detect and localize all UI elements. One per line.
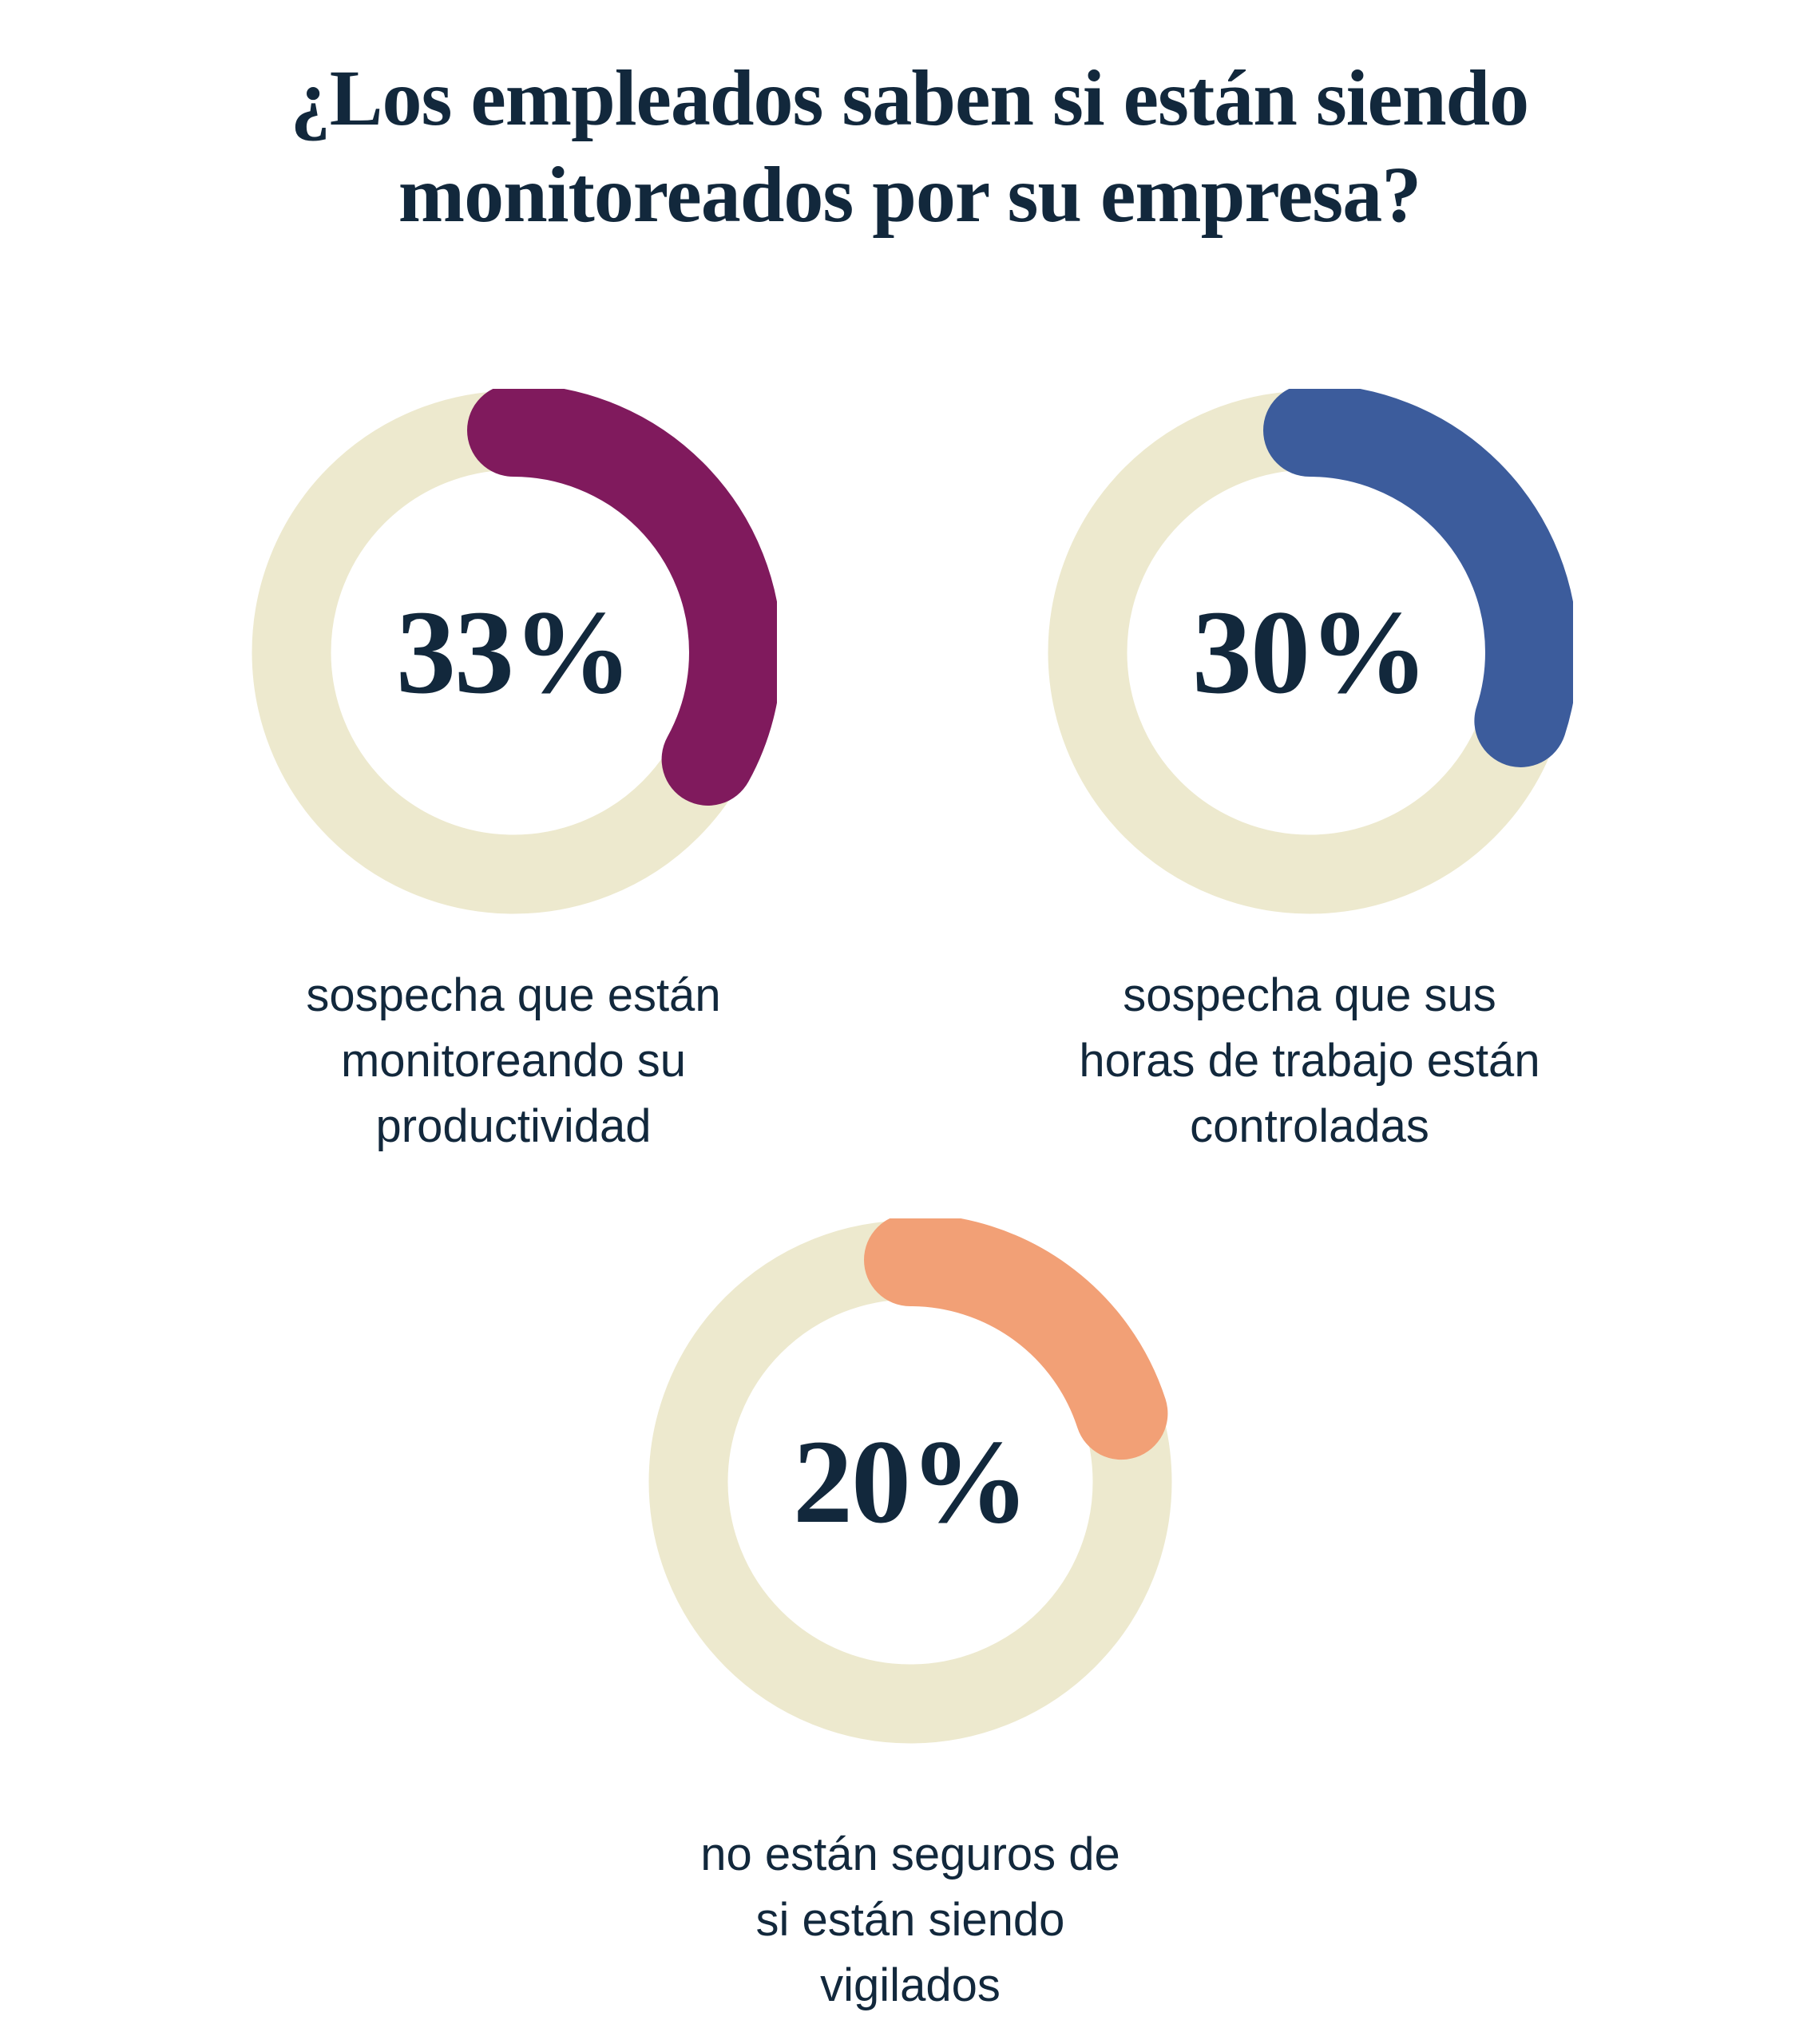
page-title: ¿Los empleados saben si están siendo mon… xyxy=(0,50,1819,243)
donut-value-label: 20% xyxy=(793,1416,1029,1548)
donut-value-arc xyxy=(647,1218,1174,1745)
donut-value-arc xyxy=(1046,389,1573,916)
caption-line: sospecha que están xyxy=(306,969,721,1021)
donut-chart-vigilados: 20% xyxy=(647,1218,1174,1745)
donut-svg xyxy=(647,1218,1174,1745)
donut-caption-vigilados: no están seguros de si están siendo vigi… xyxy=(631,1822,1190,2018)
donut-value-label: 33% xyxy=(396,586,632,719)
caption-line: controladas xyxy=(1190,1100,1429,1152)
page-title-line-1: ¿Los empleados saben si están siendo xyxy=(290,53,1529,142)
caption-line: horas de trabajo están xyxy=(1079,1035,1540,1087)
donut-value-label: 30% xyxy=(1192,586,1429,719)
donut-value-arc xyxy=(250,389,777,916)
page-title-line-2: monitoreados por su empresa? xyxy=(398,150,1421,239)
donut-chart-productividad: 33% xyxy=(250,389,777,916)
donut-svg xyxy=(250,389,777,916)
caption-line: si están siendo xyxy=(755,1894,1065,1946)
donut-svg xyxy=(1046,389,1573,916)
donut-chart-horas: 30% xyxy=(1046,389,1573,916)
donut-caption-productividad: sospecha que están monitoreando su produ… xyxy=(234,963,793,1159)
caption-line: productividad xyxy=(375,1100,652,1152)
caption-line: no están seguros de xyxy=(700,1828,1120,1880)
caption-line: sospecha que sus xyxy=(1123,969,1496,1021)
caption-line: monitoreando su xyxy=(340,1035,687,1087)
donut-caption-horas: sospecha que sus horas de trabajo están … xyxy=(1030,963,1589,1159)
caption-line: vigilados xyxy=(820,1959,1001,2011)
